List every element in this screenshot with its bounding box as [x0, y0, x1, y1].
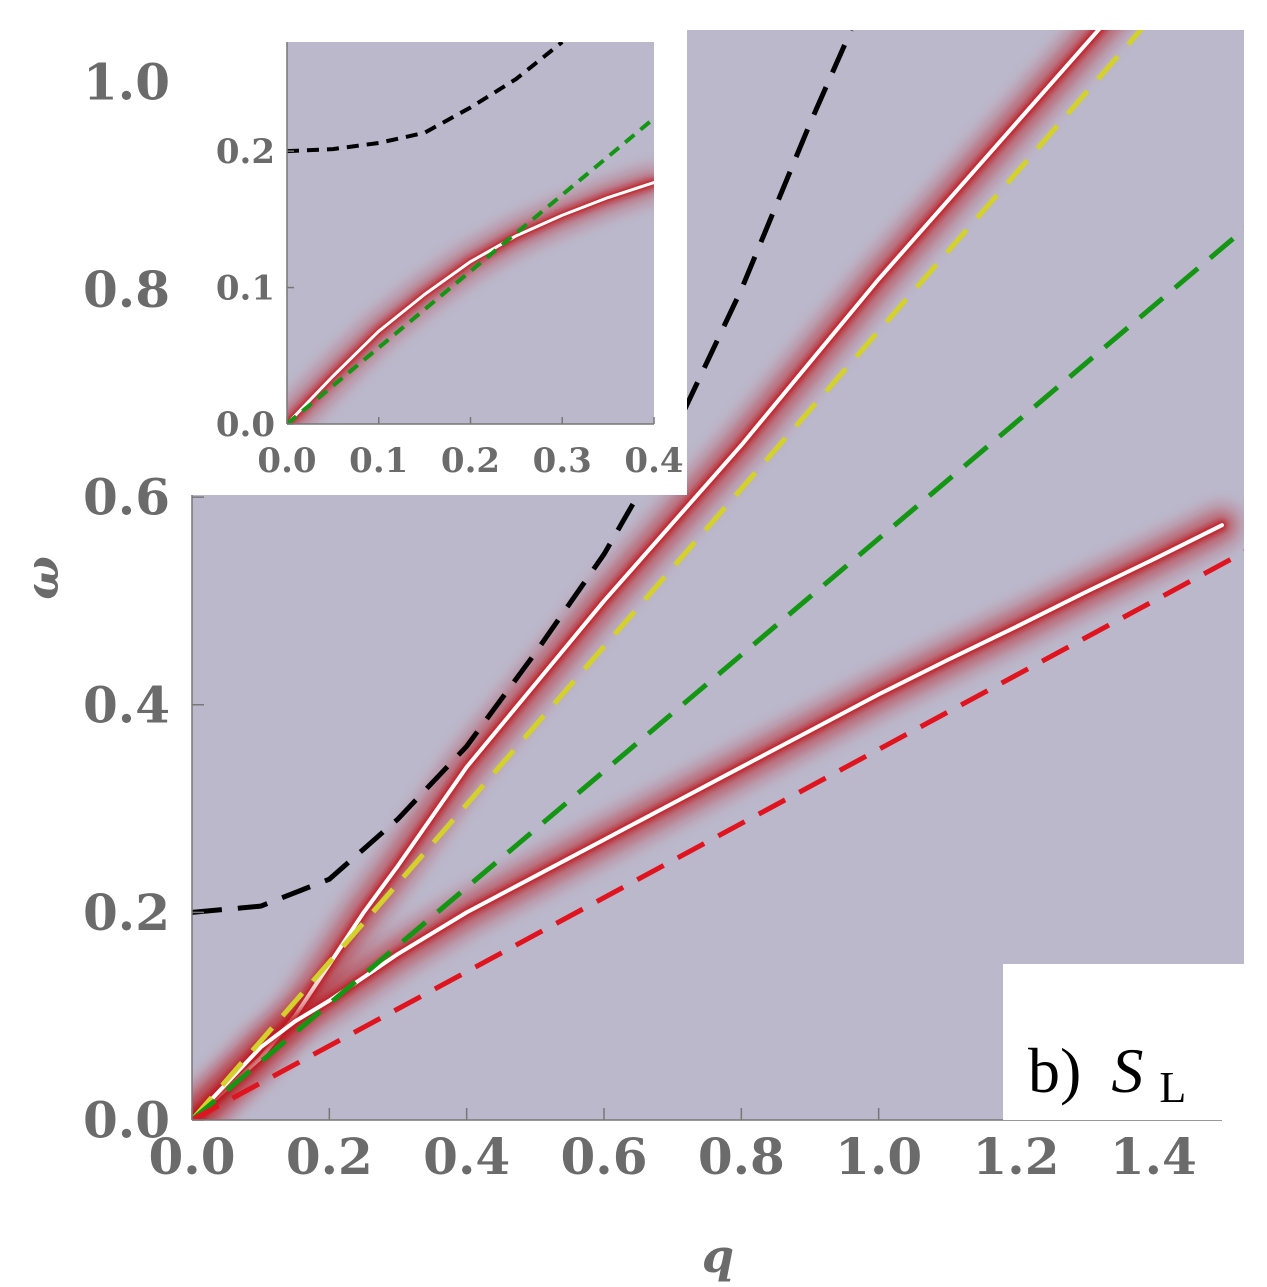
panel-label: b) S L	[1028, 1035, 1186, 1112]
main-plot: 0.0 0.2 0.4 0.6 0.8 1.0 1.2 1.4 0.0 0.2 0.4 0.6 0.8 1…	[15, 30, 1244, 1283]
x-tick-label: 1.0	[835, 1127, 922, 1186]
y-axis-title: ω	[15, 556, 69, 600]
inset-plot: 0.0 0.1 0.2 0.3 0.4 0.0 0.1 0.2	[190, 28, 687, 495]
y-tick-label: 0.6	[83, 468, 170, 527]
y-tick-label: 0.1	[216, 268, 275, 308]
x-tick-label: 0.4	[423, 1127, 510, 1186]
x-tick-label: 0.3	[533, 441, 592, 481]
series-lower-branch-spectral-peak--peak	[192, 508, 1239, 1120]
x-tick-label: 1.2	[973, 1127, 1060, 1186]
x-tick-label: 0.8	[698, 1127, 785, 1186]
series-gapped-mode	[192, 30, 854, 915]
series-green-linear	[287, 115, 654, 424]
y-tick-label: 0.4	[83, 675, 170, 734]
series-branch-spectral-peak--ridge	[287, 181, 654, 424]
x-tick-label: 0.1	[349, 441, 408, 481]
panel-label-box: b) S L	[1003, 964, 1246, 1120]
panel-label-prefix: b)	[1028, 1035, 1081, 1106]
series-green-linear	[192, 226, 1244, 1120]
y-tick-label: 0.8	[83, 260, 170, 319]
y-tick-label: 1.0	[83, 52, 170, 111]
series-gapped-mode	[287, 42, 564, 154]
x-tick-label: 0.4	[624, 441, 683, 481]
x-tick-label: 0.2	[286, 1127, 373, 1186]
x-axis-title: q	[702, 1229, 734, 1283]
series-branch-spectral-peak--peak	[287, 170, 654, 424]
x-tick-label: 0.0	[149, 1127, 236, 1186]
y-tick-label: 0.2	[216, 132, 275, 172]
x-tick-label: 0.6	[561, 1127, 648, 1186]
x-tick-label: 0.0	[257, 441, 316, 481]
y-tick-label: 0.0	[216, 405, 275, 445]
panel-label-symbol: S	[1111, 1035, 1143, 1106]
panel-label-subscript: L	[1159, 1063, 1186, 1112]
series-red-linear	[192, 549, 1244, 1120]
x-tick-label: 1.4	[1110, 1127, 1197, 1186]
series-lower-branch-spectral-peak--ridge	[192, 523, 1224, 1120]
y-tick-label: 0.2	[83, 883, 170, 942]
y-tick-label: 0.0	[83, 1091, 170, 1150]
x-tick-label: 0.2	[441, 441, 500, 481]
